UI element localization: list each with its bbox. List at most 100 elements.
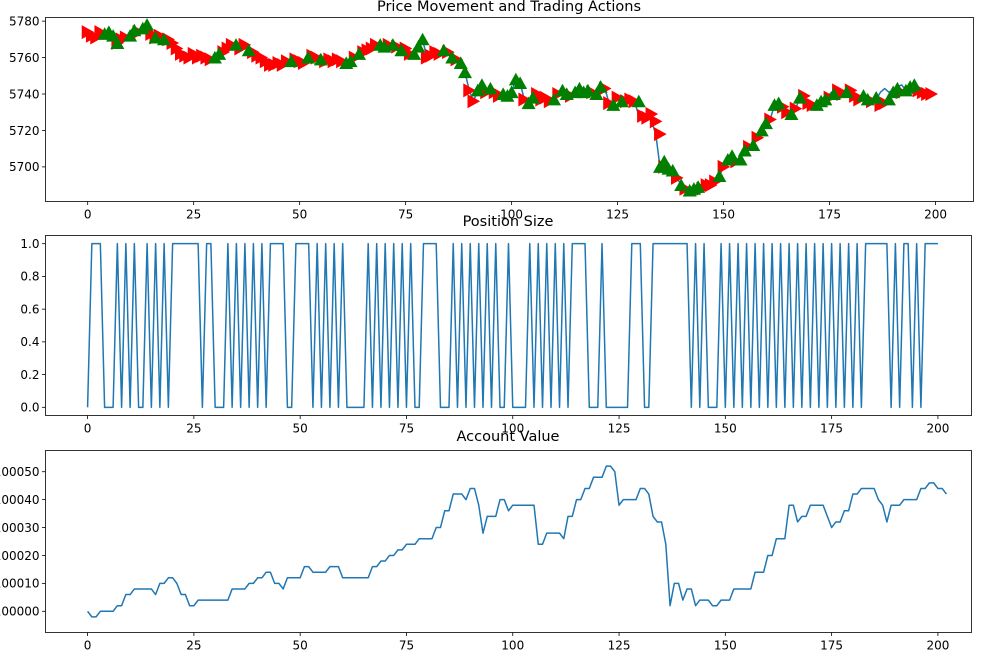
position-size-x-tick-label: 150 (714, 422, 737, 436)
position-size-x-tick-label: 25 (186, 422, 201, 436)
buy-signal-marker (140, 18, 155, 31)
price-chart-frame (45, 17, 974, 202)
position-size-chart: Position Size 0 25 50 75 100 125 150 175 200 0.0… (20, 214, 972, 436)
sell-signal-marker (238, 37, 252, 52)
account-value-x-tick-label: 0 (84, 639, 92, 653)
buy-signal-marker (869, 91, 884, 104)
position-size-x-tick-label: 125 (608, 422, 631, 436)
account-value-y-tick-label: 100010 (0, 577, 40, 591)
position-size-chart-frame (45, 235, 972, 416)
position-size-x-tick-label: 50 (293, 422, 308, 436)
sell-signal-marker (603, 96, 616, 111)
sell-signal-marker (370, 37, 383, 52)
price-chart-title: Price Movement and Trading Actions (377, 0, 641, 15)
buy-signal-marker (241, 43, 256, 57)
sell-signal-marker (225, 37, 239, 52)
buy-signal-marker (284, 54, 299, 68)
account-value-series-line (86, 465, 948, 618)
price-x-tick-label: 50 (292, 208, 307, 222)
sell-signal-marker (94, 25, 108, 40)
account-value-x-tick-label: 50 (293, 639, 308, 653)
account-value-chart: Account Value 0 25 50 75 100 125 150 175 200 100… (0, 429, 972, 653)
position-size-x-tick-label: 75 (399, 422, 414, 436)
buy-signal-marker (826, 87, 841, 100)
buy-signal-marker (474, 78, 489, 91)
buy-signal-marker (411, 39, 426, 53)
buy-signal-marker (890, 81, 905, 95)
buy-signal-marker (792, 91, 807, 104)
buy-signal-marker (385, 38, 400, 51)
sell-signal-marker (925, 87, 938, 102)
buy-signal-marker (746, 138, 761, 151)
buy-signal-marker (301, 50, 316, 64)
price-y-tick-label: 5760 (9, 51, 40, 65)
buy-signal-marker (771, 96, 786, 110)
buy-signal-marker (453, 56, 468, 69)
position-size-x-tick-label: 100 (501, 422, 524, 436)
buy-signal-marker (665, 163, 680, 177)
account-value-x-tick-label: 200 (926, 639, 949, 653)
account-value-x-tick-label: 175 (820, 639, 843, 653)
price-x-tick-label: 25 (186, 208, 201, 222)
price-y-tick-label: 5700 (9, 160, 40, 174)
position-size-y-tick-label: 1.0 (20, 237, 39, 251)
sell-signal-marker (649, 114, 663, 129)
position-size-x-tick-label: 200 (926, 422, 949, 436)
buy-signal-marker (631, 94, 646, 108)
buy-signal-marker (343, 54, 358, 68)
price-y-tick-label: 5780 (9, 14, 40, 28)
buy-signal-marker (754, 123, 769, 137)
buy-signal-marker (313, 52, 328, 66)
buy-signal-marker (725, 149, 740, 162)
position-size-x-tick-label: 175 (820, 422, 843, 436)
account-value-y-tick-label: 100050 (0, 465, 40, 479)
price-x-tick-label: 0 (84, 208, 92, 222)
sell-signal-marker (628, 94, 642, 109)
buy-signal-marker (156, 32, 171, 46)
buy-signal-marker (614, 94, 629, 108)
price-x-tick-label: 125 (606, 208, 629, 222)
buy-signal-marker (839, 85, 854, 99)
buy-signal-marker (504, 85, 519, 99)
position-size-series-line (86, 242, 938, 409)
buy-signal-marker (593, 80, 608, 93)
sell-signal-marker (463, 83, 476, 98)
account-value-y-tick-label: 100040 (0, 493, 40, 507)
account-value-y-tick-label: 100020 (0, 549, 40, 563)
buy-signal-marker (712, 169, 727, 182)
sell-signal-marker (336, 54, 349, 69)
buy-signal-marker (483, 81, 498, 95)
buy-signal-marker (547, 92, 562, 106)
price-chart: Price Movement and Trading Actions 0 25 50… (9, 0, 974, 222)
account-value-chart-title: Account Value (457, 429, 560, 445)
position-size-y-tick-label: 0.2 (20, 368, 39, 382)
sell-signal-marker (467, 94, 481, 109)
account-value-x-tick-label: 100 (501, 639, 524, 653)
buy-signal-marker (691, 180, 706, 193)
sell-signal-marker (654, 127, 667, 142)
buy-signal-marker (525, 91, 540, 104)
account-value-x-tick-label: 75 (399, 639, 414, 653)
buy-signal-marker (758, 116, 773, 130)
buy-signal-marker (737, 143, 752, 157)
account-value-y-tick-label: 100000 (0, 605, 40, 619)
price-x-tick-label: 200 (924, 208, 947, 222)
buy-signal-marker (457, 65, 472, 79)
buy-signal-marker (733, 152, 748, 166)
price-y-tick-label: 5720 (9, 124, 40, 138)
account-value-chart-frame (45, 450, 972, 633)
sell-signal-marker (280, 54, 294, 69)
buy-signal-marker (229, 38, 244, 51)
buy-signal-marker (674, 178, 689, 192)
sell-signal-marker (806, 97, 820, 112)
buy-signal-marker (394, 43, 409, 57)
buy-signal-marker (110, 36, 125, 49)
sell-signal-marker (645, 107, 659, 122)
sell-signal-marker (518, 92, 531, 107)
buy-signal-marker (148, 30, 163, 44)
buy-signal-marker (407, 47, 422, 60)
buy-signal-marker (513, 76, 528, 90)
account-value-y-tick-label: 100030 (0, 521, 40, 535)
price-x-tick-label: 75 (398, 208, 413, 222)
